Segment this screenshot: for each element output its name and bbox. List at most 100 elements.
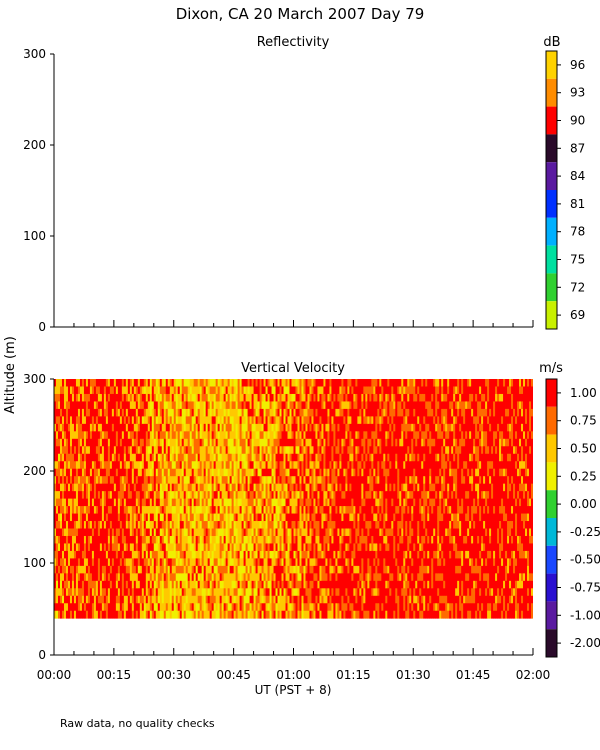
velocity-cell bbox=[73, 528, 77, 537]
velocity-cell bbox=[289, 558, 292, 567]
velocity-cell bbox=[271, 468, 274, 477]
velocity-cell bbox=[255, 506, 258, 514]
velocity-cell bbox=[285, 498, 288, 507]
velocity-cell bbox=[341, 491, 344, 500]
velocity-cell bbox=[59, 595, 63, 604]
velocity-cell bbox=[175, 543, 179, 552]
velocity-cell bbox=[167, 423, 171, 432]
velocity-cell bbox=[111, 610, 115, 619]
velocity-cell bbox=[233, 401, 237, 410]
velocity-cell bbox=[133, 521, 137, 529]
velocity-cell bbox=[335, 528, 338, 537]
velocity-cell bbox=[319, 521, 322, 529]
velocity-cell bbox=[113, 379, 117, 387]
velocity-cell bbox=[61, 453, 65, 462]
velocity-cell bbox=[105, 446, 109, 455]
velocity-cell bbox=[75, 558, 79, 567]
velocity-cell bbox=[269, 588, 272, 597]
velocity-cell bbox=[161, 580, 165, 589]
velocity-cell bbox=[133, 386, 137, 395]
velocity-cell bbox=[129, 498, 133, 507]
velocity-cell bbox=[203, 521, 207, 529]
velocity-cell bbox=[345, 431, 348, 440]
velocity-cell bbox=[151, 468, 155, 477]
velocity-cell bbox=[131, 603, 135, 612]
velocity-cell bbox=[61, 379, 65, 387]
velocity-cell bbox=[169, 543, 173, 552]
velocity-cell bbox=[203, 461, 207, 470]
velocity-cell bbox=[321, 610, 324, 619]
velocity-cell bbox=[269, 535, 272, 544]
velocity-cell bbox=[73, 476, 77, 485]
velocity-cell bbox=[285, 461, 288, 470]
velocity-cell bbox=[67, 379, 71, 387]
velocity-cell bbox=[253, 408, 256, 417]
velocity-cell bbox=[155, 573, 159, 582]
velocity-cell bbox=[357, 580, 360, 589]
velocity-cell bbox=[121, 423, 125, 432]
velocity-cell bbox=[97, 446, 101, 455]
velocity-cell bbox=[83, 543, 87, 552]
velocity-cell bbox=[157, 461, 161, 470]
velocity-cell bbox=[54, 588, 57, 597]
velocity-cell bbox=[237, 408, 241, 417]
velocity-cell bbox=[165, 461, 169, 470]
velocity-cell bbox=[143, 491, 147, 500]
velocity-cell bbox=[303, 513, 306, 522]
velocity-cell bbox=[205, 491, 209, 500]
velocity-cell bbox=[347, 498, 350, 507]
velocity-cell bbox=[303, 423, 306, 432]
velocity-cell bbox=[319, 543, 322, 552]
velocity-cell bbox=[171, 468, 175, 477]
velocity-cell bbox=[87, 588, 91, 597]
velocity-cell bbox=[247, 498, 250, 507]
velocity-cell bbox=[73, 558, 77, 567]
velocity-cell bbox=[143, 379, 147, 387]
reflectivity-colorbar-label: 87 bbox=[570, 141, 585, 155]
velocity-cell bbox=[185, 558, 189, 567]
velocity-cell bbox=[91, 438, 95, 447]
velocity-cell bbox=[115, 408, 119, 417]
velocity-cell bbox=[169, 386, 173, 395]
velocity-cell bbox=[191, 588, 195, 597]
velocity-cell bbox=[131, 461, 135, 470]
velocity-cell bbox=[315, 573, 318, 582]
velocity-cell bbox=[281, 528, 284, 537]
velocity-cell bbox=[131, 521, 135, 529]
velocity-cell bbox=[351, 483, 354, 492]
velocity-cell bbox=[65, 535, 69, 544]
velocity-cell bbox=[307, 491, 310, 500]
velocity-cell bbox=[265, 580, 268, 589]
velocity-cell bbox=[295, 483, 298, 492]
velocity-cell bbox=[233, 543, 237, 552]
velocity-cell bbox=[315, 528, 318, 537]
velocity-cell bbox=[349, 379, 352, 387]
velocity-cell bbox=[337, 423, 340, 432]
velocity-cell bbox=[305, 453, 308, 462]
velocity-cell bbox=[185, 521, 189, 529]
velocity-cell bbox=[241, 453, 245, 462]
velocity-cell bbox=[295, 431, 298, 440]
velocity-cell bbox=[177, 528, 181, 537]
velocity-cell bbox=[105, 535, 109, 544]
velocity-cell bbox=[91, 483, 95, 492]
velocity-cell bbox=[271, 446, 274, 455]
velocity-cell bbox=[293, 543, 296, 552]
velocity-cell bbox=[57, 565, 61, 574]
velocity-cell bbox=[189, 386, 193, 395]
velocity-cell bbox=[79, 543, 83, 552]
velocity-cell bbox=[121, 588, 125, 597]
velocity-cell bbox=[305, 393, 308, 402]
velocity-cell bbox=[317, 550, 320, 559]
velocity-cell bbox=[191, 498, 195, 507]
velocity-cell bbox=[153, 595, 157, 604]
velocity-cell bbox=[111, 476, 115, 485]
velocity-cell bbox=[285, 543, 288, 552]
velocity-cell bbox=[127, 476, 131, 485]
velocity-cell bbox=[157, 565, 161, 574]
velocity-cell bbox=[167, 506, 171, 514]
velocity-cell bbox=[117, 535, 121, 544]
velocity-cell bbox=[61, 565, 65, 574]
velocity-cell bbox=[339, 506, 342, 514]
velocity-cell bbox=[143, 550, 147, 559]
